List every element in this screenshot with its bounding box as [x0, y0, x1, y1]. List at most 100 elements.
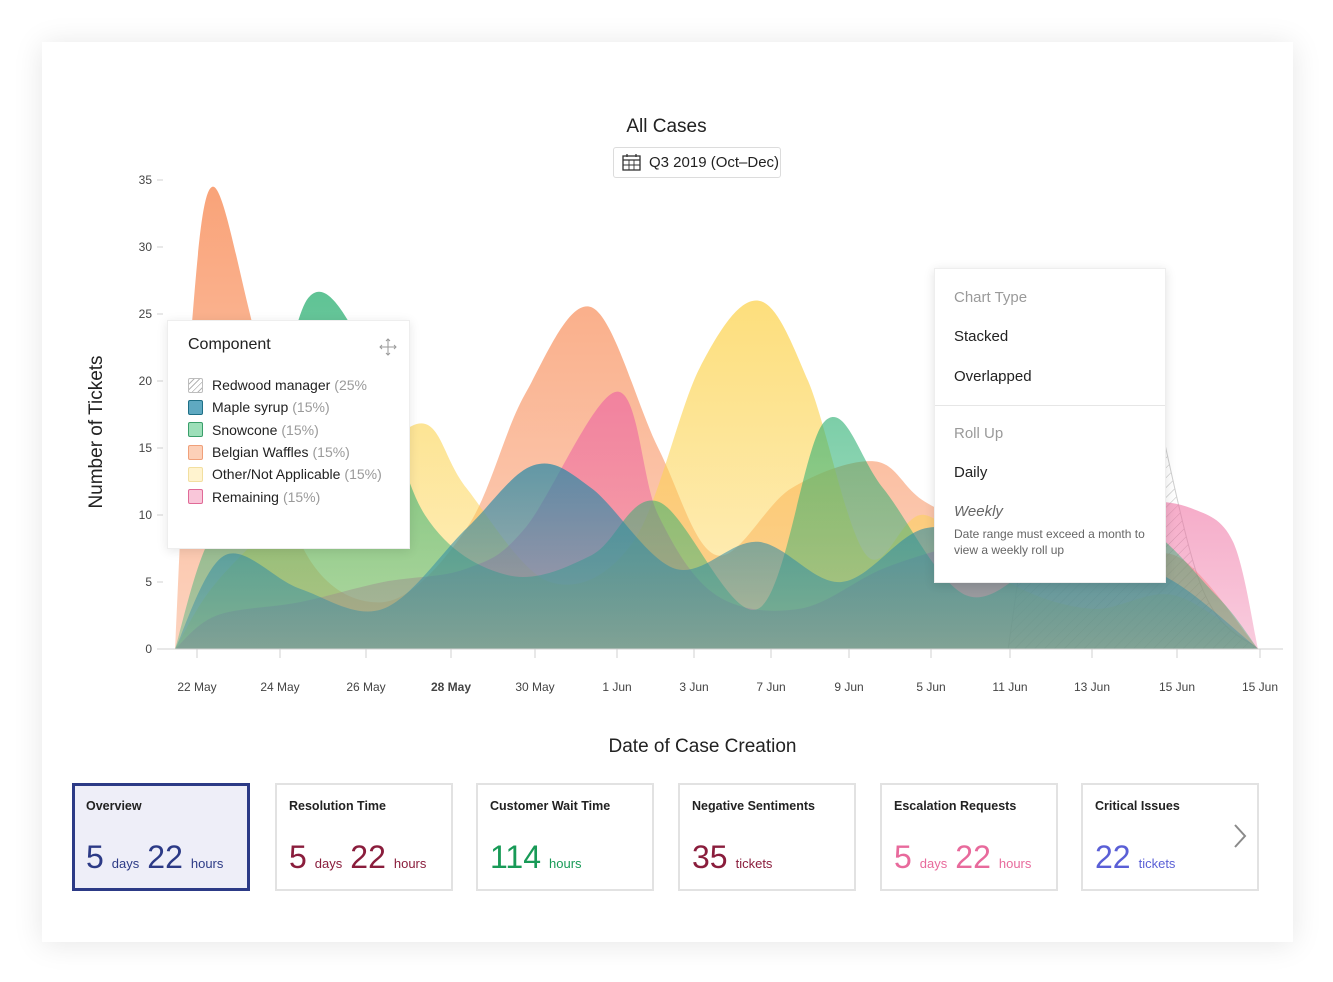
legend-item[interactable]: Belgian Waffles (15%)	[188, 441, 405, 463]
metric-title: Critical Issues	[1095, 799, 1180, 813]
legend-swatch	[188, 422, 203, 438]
legend-item[interactable]: Snowcone (15%)	[188, 419, 405, 441]
metric-number: 22	[350, 839, 386, 875]
metric-number: 22	[147, 839, 183, 875]
y-tick-label: 20	[139, 374, 153, 388]
menu-divider	[935, 405, 1165, 406]
x-tick-label: 26 May	[346, 680, 385, 694]
metric-unit: tickets	[1138, 856, 1176, 871]
x-tick-label: 5 Jun	[916, 680, 945, 694]
x-tick-label: 28 May	[431, 680, 471, 694]
y-tick-label: 0	[145, 642, 152, 656]
metric-title: Resolution Time	[289, 799, 387, 813]
metric-number: 35	[692, 839, 728, 875]
legend-item-name: Snowcone	[212, 421, 278, 438]
metric-value: 22 tickets	[1095, 839, 1183, 876]
metric-unit: days	[314, 856, 343, 871]
chart-type-header: Chart Type	[954, 289, 1028, 306]
legend-item-percent: (15%)	[344, 466, 382, 483]
y-tick-label: 5	[145, 575, 152, 589]
legend-item-name: Belgian Waffles	[212, 444, 309, 461]
menu-item-weekly[interactable]: Weekly	[954, 503, 1003, 520]
legend-swatch	[188, 466, 203, 482]
x-tick-label: 15 Jun	[1242, 680, 1278, 694]
legend-item[interactable]: Redwood manager (25%	[188, 374, 405, 396]
legend-swatch	[188, 399, 203, 415]
move-icon[interactable]	[379, 338, 397, 356]
metric-unit: hours	[998, 856, 1032, 871]
metric-unit: hours	[393, 856, 427, 871]
legend-item-name: Remaining	[212, 488, 279, 505]
metric-number: 5	[894, 839, 912, 875]
metric-unit: hours	[190, 856, 224, 871]
y-tick-label: 10	[139, 508, 153, 522]
metric-unit: tickets	[735, 856, 773, 871]
x-tick-label: 1 Jun	[602, 680, 631, 694]
metric-title: Customer Wait Time	[490, 799, 611, 813]
x-tick-label: 24 May	[260, 680, 299, 694]
date-range-label: Q3 2019 (Oct–Dec)	[649, 154, 780, 171]
legend-swatch	[188, 489, 203, 505]
legend-item-percent: (25%	[334, 377, 367, 394]
y-tick-label: 30	[139, 240, 153, 254]
legend-item[interactable]: Remaining (15%)	[188, 485, 405, 507]
legend-swatch	[188, 444, 203, 460]
metric-card-overview[interactable]: Overview 5 days 22 hours	[72, 783, 250, 891]
legend-item-name: Maple syrup	[212, 399, 289, 416]
metric-unit: hours	[549, 856, 582, 871]
x-tick-label: 15 Jun	[1159, 680, 1195, 694]
x-axis-label: Date of Case Creation	[608, 736, 797, 757]
y-tick-label: 25	[139, 307, 153, 321]
metric-value: 5 days 22 hours	[289, 839, 434, 876]
metric-title: Negative Sentiments	[692, 799, 815, 813]
metric-value: 5 days 22 hours	[894, 839, 1039, 876]
x-tick-label: 13 Jun	[1074, 680, 1110, 694]
metric-number: 22	[955, 839, 991, 875]
metric-card-resolution-time[interactable]: Resolution Time 5 days 22 hours	[275, 783, 453, 891]
metric-number: 114	[490, 839, 542, 875]
calendar-icon	[622, 154, 641, 171]
legend-item-name: Other/Not Applicable	[212, 466, 341, 483]
legend-item[interactable]: Maple syrup (15%)	[188, 396, 405, 418]
date-range-button[interactable]: Q3 2019 (Oct–Dec)	[613, 147, 781, 178]
metric-card-critical-issues[interactable]: Critical Issues 22 tickets	[1081, 783, 1259, 891]
x-tick-label: 7 Jun	[756, 680, 785, 694]
y-tick-label: 15	[139, 441, 153, 455]
legend-swatch	[188, 377, 203, 393]
metric-title: Escalation Requests	[894, 799, 1017, 813]
legend-list: Redwood manager (25% Maple syrup (15%) Snowc…	[188, 374, 405, 508]
legend-item-percent: (15%)	[282, 488, 321, 505]
weekly-note: Date range must exceed a month to view a…	[954, 527, 1145, 557]
metric-card-escalation-requests[interactable]: Escalation Requests 5 days 22 hours	[880, 783, 1058, 891]
legend-item-percent: (15%)	[281, 421, 319, 438]
x-tick-label: 3 Jun	[679, 680, 708, 694]
legend-item-percent: (15%)	[312, 444, 350, 461]
area-maple-syrup[interactable]	[175, 463, 1258, 649]
metric-card-customer-wait-time[interactable]: Customer Wait Time 114 hours	[476, 783, 654, 891]
metric-unit: days	[919, 856, 948, 871]
metric-title: Overview	[86, 799, 142, 813]
legend-item-percent: (15%)	[292, 399, 330, 416]
metric-number: 22	[1095, 839, 1131, 875]
metric-value: 5 days 22 hours	[86, 839, 231, 876]
legend-item[interactable]: Other/Not Applicable (15%)	[188, 463, 405, 485]
chevron-right-icon[interactable]	[1233, 823, 1247, 849]
x-tick-label: 9 Jun	[834, 680, 863, 694]
legend-title: Component	[188, 336, 271, 353]
legend-item-name: Redwood manager	[212, 377, 331, 394]
metric-value: 114 hours	[490, 839, 590, 876]
x-tick-label: 22 May	[177, 680, 216, 694]
component-legend[interactable]: Component Redwood manager (25% Maple syrup…	[167, 320, 410, 549]
metric-number: 5	[289, 839, 307, 875]
chart-options-menu: Chart Type Stacked Overlapped Roll Up Da…	[934, 268, 1166, 583]
metric-card-negative-sentiments[interactable]: Negative Sentiments 35 tickets	[678, 783, 856, 891]
metric-unit: days	[111, 856, 140, 871]
metric-number: 5	[86, 839, 104, 875]
menu-item-daily[interactable]: Daily	[954, 464, 988, 481]
menu-item-stacked[interactable]: Stacked	[954, 328, 1009, 345]
metric-value: 35 tickets	[692, 839, 780, 876]
x-tick-label: 30 May	[515, 680, 554, 694]
menu-item-overlapped[interactable]: Overlapped	[954, 368, 1032, 385]
y-tick-label: 35	[139, 173, 153, 187]
x-tick-label: 11 Jun	[992, 680, 1027, 694]
